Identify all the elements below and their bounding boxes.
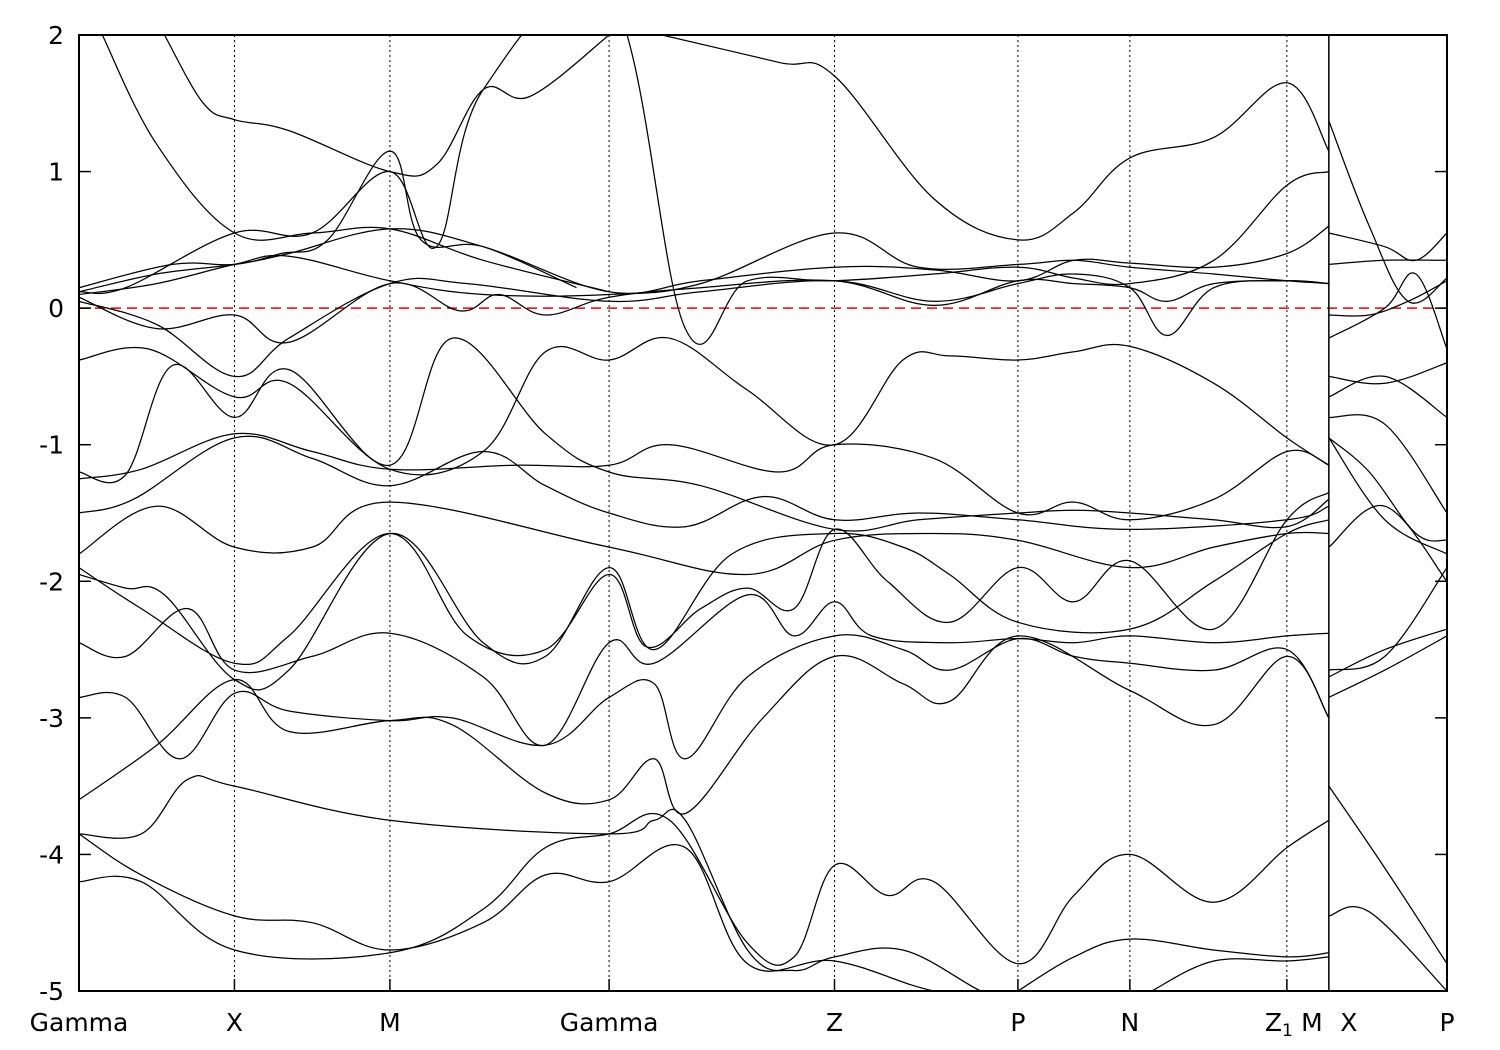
y-tick-label: -3	[39, 704, 64, 733]
x-tick-label: M	[379, 1008, 401, 1037]
x-tick-label: N	[1121, 1008, 1140, 1037]
x-tick-label: X	[226, 1008, 243, 1037]
band-line-5	[79, 273, 1329, 378]
x-tick-label: Gamma	[560, 1008, 659, 1037]
band-line-6	[79, 225, 1330, 295]
band-line-8	[79, 336, 1330, 476]
band-line-7	[79, 232, 1329, 297]
band-line-2	[79, 432, 1330, 521]
band-line-33	[1328, 437, 1447, 542]
band-line-36	[1328, 567, 1447, 671]
band-line-20	[1151, 956, 1329, 991]
band-line-9	[79, 35, 1330, 346]
x-tick-label: M	[1301, 1008, 1323, 1037]
band-line-21	[101, 35, 610, 293]
band-line-28	[1328, 280, 1447, 317]
y-tick-label: -1	[39, 431, 64, 460]
band-lines	[79, 35, 1447, 991]
x-axis: Gamma X M Gamma Z P N Z1 M X P	[30, 979, 1455, 1041]
band-line-13	[79, 594, 1329, 747]
band-line-26	[1328, 232, 1447, 262]
x-tick-label: P	[1439, 1008, 1454, 1037]
band-line-4	[79, 278, 1329, 344]
band-line-16	[79, 774, 983, 991]
kpoint-separators	[233, 35, 1330, 991]
x-tick-label: Z1	[1265, 1008, 1293, 1041]
band-line-23	[79, 150, 577, 289]
y-tick-label: -5	[39, 977, 64, 1006]
y-axis: -5 -4 -3 -2 -1 0 1 2	[39, 21, 1447, 1006]
band-line-35	[1328, 505, 1447, 582]
band-line-31	[1328, 375, 1447, 418]
band-line-12	[79, 501, 1329, 576]
band-line-3	[79, 435, 1330, 531]
band-line-38	[1328, 635, 1447, 698]
band-line-39	[1328, 785, 1447, 965]
band-line-25	[1328, 120, 1447, 304]
x-tick-label: Z	[826, 1008, 843, 1037]
band-line-40	[1328, 906, 1447, 991]
band-line-18	[79, 833, 938, 991]
band-line-1	[79, 337, 1330, 532]
plot-frame	[78, 34, 1448, 992]
band-line-15	[79, 635, 1330, 815]
band-line-29	[1328, 272, 1447, 350]
band-line-37	[1328, 628, 1447, 678]
band-line-24	[661, 35, 1330, 241]
y-tick-label: 1	[48, 158, 64, 187]
band-line-14	[79, 634, 1330, 760]
band-line-19	[1017, 938, 1329, 991]
x-tick-label: P	[1010, 1008, 1025, 1037]
y-tick-label: 2	[48, 21, 64, 50]
band-line-30	[1328, 362, 1447, 385]
y-tick-label: -4	[39, 840, 64, 869]
x-tick-label: X	[1340, 1008, 1357, 1037]
x-tick-label: Gamma	[30, 1008, 129, 1037]
band-line-22	[163, 35, 610, 177]
band-line-34	[1328, 437, 1447, 555]
y-tick-label: 0	[48, 294, 64, 323]
band-line-10	[79, 491, 1330, 666]
band-line-27	[1328, 259, 1447, 266]
band-line-32	[1328, 414, 1447, 514]
y-tick-label: -2	[39, 567, 64, 596]
band-line-17	[79, 812, 1330, 966]
